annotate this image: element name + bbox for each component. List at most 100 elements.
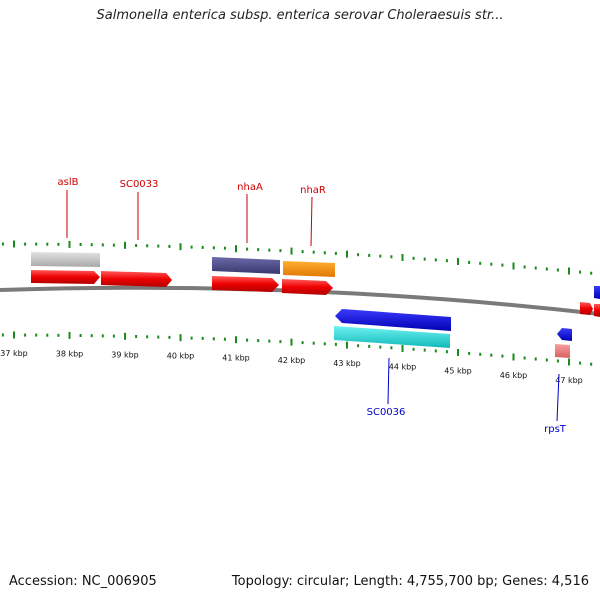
minor-tick	[201, 245, 204, 249]
gene-label-SC0033[interactable]: SC0033	[120, 179, 159, 190]
minor-tick	[556, 359, 559, 363]
gene-SC0036-cds[interactable]	[334, 326, 450, 348]
tick-label: 46 kbp	[500, 371, 528, 380]
minor-tick	[312, 341, 315, 345]
minor-tick	[90, 334, 93, 338]
gene-aslB[interactable]	[31, 270, 100, 284]
minor-tick	[501, 263, 504, 267]
gene-label-aslB[interactable]: aslB	[58, 177, 79, 188]
major-tick	[401, 345, 404, 352]
minor-tick	[246, 247, 249, 251]
gene-label-rpsT[interactable]: rpsT	[544, 424, 567, 435]
minor-tick	[323, 251, 326, 255]
major-tick	[68, 240, 71, 248]
gene-rpsT-cds[interactable]	[555, 344, 570, 358]
minor-tick	[146, 244, 149, 248]
tick-row-top	[1, 240, 593, 275]
gene-SC0033[interactable]	[101, 271, 172, 287]
accession-text: Accession: NC_006905	[9, 574, 157, 589]
minor-tick	[523, 265, 526, 269]
minor-tick	[201, 336, 204, 340]
gene-rpsT[interactable]	[557, 328, 572, 341]
gene-edge-2[interactable]	[594, 304, 600, 317]
minor-tick	[35, 242, 38, 246]
minor-tick	[590, 271, 593, 275]
gene-SC0036[interactable]	[335, 309, 451, 331]
minor-tick	[390, 255, 393, 259]
tick-label: 45 kbp	[444, 367, 472, 376]
tick-label: 44 kbp	[389, 363, 417, 372]
minor-tick	[545, 267, 548, 271]
minor-tick	[423, 348, 426, 352]
major-tick	[457, 258, 459, 265]
minor-tick	[223, 337, 226, 341]
gene-label-nhaA[interactable]: nhaA	[237, 182, 263, 193]
minor-tick	[545, 358, 548, 362]
gene-edge-3[interactable]	[594, 286, 600, 299]
tick-labels: 37 kbp 38 kbp 39 kbp 40 kbp 41 kbp 42 kbp 43 k…	[0, 349, 583, 385]
major-tick	[13, 240, 15, 248]
minor-tick	[534, 266, 537, 270]
minor-tick	[368, 344, 371, 348]
minor-tick	[412, 347, 415, 351]
major-tick	[512, 353, 515, 361]
minor-tick	[135, 244, 138, 247]
gene-nhaA[interactable]	[212, 276, 279, 292]
minor-tick	[479, 261, 482, 265]
minor-tick	[301, 341, 304, 345]
minor-tick	[112, 334, 115, 338]
major-tick	[179, 243, 182, 251]
gene-nhaR[interactable]	[282, 279, 333, 295]
minor-tick	[190, 336, 193, 340]
gene-label-nhaR[interactable]: nhaR	[300, 185, 326, 196]
gene-edge-1[interactable]	[580, 302, 593, 315]
minor-tick	[57, 242, 60, 246]
major-tick	[568, 358, 570, 366]
tick-label: 42 kbp	[278, 356, 306, 365]
gene-nhaR-cds[interactable]	[283, 261, 335, 277]
topology-summary: Topology: circular; Length: 4,755,700 bp…	[231, 574, 589, 589]
minor-tick	[579, 270, 582, 274]
minor-tick	[445, 350, 448, 354]
major-tick	[124, 332, 126, 340]
minor-tick	[146, 335, 149, 339]
gene-nhaA-cds[interactable]	[212, 257, 280, 274]
minor-tick	[24, 333, 27, 337]
minor-tick	[223, 246, 226, 250]
minor-tick	[268, 339, 271, 343]
minor-tick	[212, 337, 215, 341]
major-tick	[512, 262, 515, 270]
minor-tick	[590, 362, 593, 366]
minor-tick	[357, 253, 360, 257]
minor-tick	[101, 334, 104, 338]
major-tick	[235, 245, 237, 253]
minor-tick	[157, 335, 160, 339]
minor-tick	[368, 253, 371, 257]
minor-tick	[79, 334, 82, 337]
minor-tick	[279, 249, 282, 253]
minor-tick	[468, 351, 471, 355]
gene-label-SC0036[interactable]: SC0036	[367, 407, 406, 418]
major-tick	[179, 334, 182, 342]
minor-tick	[334, 251, 337, 255]
major-tick	[346, 250, 348, 258]
major-tick	[13, 331, 15, 339]
minor-tick	[412, 256, 415, 260]
minor-tick	[24, 242, 27, 246]
minor-tick	[135, 335, 138, 338]
major-tick	[290, 338, 293, 346]
minor-tick	[334, 342, 337, 346]
minor-tick	[257, 248, 260, 252]
major-tick	[68, 331, 71, 339]
minor-tick	[190, 245, 193, 249]
gene-aslB-cds[interactable]	[31, 252, 100, 267]
minor-tick	[79, 243, 82, 246]
tick-row-bottom	[1, 331, 593, 366]
minor-tick	[157, 244, 160, 248]
minor-tick	[523, 356, 526, 360]
minor-tick	[534, 357, 537, 361]
minor-tick	[468, 260, 471, 264]
minor-tick	[379, 345, 382, 349]
minor-tick	[556, 268, 559, 272]
